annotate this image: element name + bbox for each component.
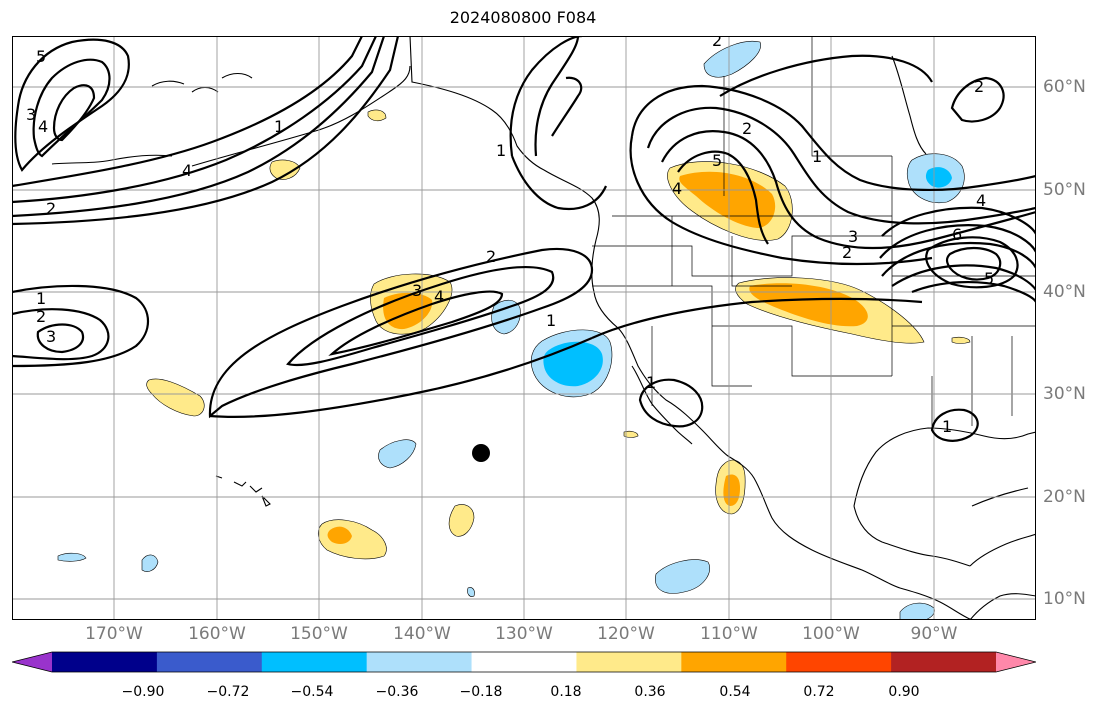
contour-label: 1 bbox=[36, 289, 46, 308]
map-panel: 5 4 3 1 4 2 1 2 3 2 4 3 1 2 5 4 2 1 4 6 … bbox=[12, 36, 1036, 620]
height-contours bbox=[12, 36, 1036, 442]
contour-label: 4 bbox=[672, 179, 682, 198]
colorbar-tick-label: −0.90 bbox=[121, 684, 165, 700]
lat-tick-label: 30°N bbox=[1043, 384, 1086, 404]
contour-label: 5 bbox=[984, 269, 994, 288]
contour-label: 6 bbox=[952, 225, 962, 244]
contour-label: 1 bbox=[274, 117, 284, 136]
contour-label: 2 bbox=[742, 119, 752, 138]
colorbar-segment bbox=[786, 652, 892, 672]
contour-label: 1 bbox=[646, 373, 656, 392]
colorbar-segment bbox=[366, 652, 473, 672]
contour-label: 3 bbox=[412, 281, 422, 300]
map-frame bbox=[12, 36, 1036, 620]
colorbar-tick-label: 0.54 bbox=[719, 684, 751, 700]
lon-tick-label: 120°W bbox=[597, 624, 655, 644]
graticule bbox=[12, 36, 1036, 620]
colorbar-segment bbox=[471, 652, 577, 672]
contour-label: 3 bbox=[46, 327, 56, 346]
contour-label: 3 bbox=[848, 227, 858, 246]
lon-tick-label: 90°W bbox=[910, 624, 958, 644]
lat-tick-label: 50°N bbox=[1043, 180, 1086, 200]
colorbar-tick-label: −0.54 bbox=[290, 684, 334, 700]
colorbar-segment bbox=[576, 652, 682, 672]
colorbar-tick-label: −0.36 bbox=[375, 684, 419, 700]
contour-label: 2 bbox=[712, 36, 722, 50]
contour-label: 2 bbox=[486, 247, 496, 266]
map-title: 2024080800 F084 bbox=[449, 8, 597, 27]
contour-label: 4 bbox=[434, 287, 444, 306]
contour-label: 2 bbox=[46, 199, 56, 218]
colorbar-tick-label: 0.72 bbox=[803, 684, 835, 700]
contour-label: 5 bbox=[712, 151, 722, 170]
contour-label: 2 bbox=[36, 307, 46, 326]
colorbar-tick-label: 0.18 bbox=[550, 684, 582, 700]
contour-label: 4 bbox=[976, 191, 986, 210]
lat-tick-label: 20°N bbox=[1043, 487, 1086, 507]
colorbar-tick-label: 0.36 bbox=[634, 684, 666, 700]
contour-label: 5 bbox=[36, 47, 46, 66]
colorbar-outline bbox=[12, 651, 1036, 673]
colorbar-segment bbox=[52, 652, 158, 672]
lon-tick-label: 160°W bbox=[188, 624, 246, 644]
contour-label: 1 bbox=[496, 141, 506, 160]
lon-tick-label: 140°W bbox=[393, 624, 451, 644]
contour-label: 2 bbox=[974, 77, 984, 96]
lon-tick-label: 170°W bbox=[85, 624, 143, 644]
lon-tick-label: 110°W bbox=[700, 624, 758, 644]
contour-labels: 5 4 3 1 4 2 1 2 3 2 4 3 1 2 5 4 2 1 4 6 … bbox=[26, 36, 994, 436]
lon-tick-label: 130°W bbox=[495, 624, 553, 644]
colorbar-tick-label: −0.72 bbox=[206, 684, 250, 700]
lon-tick-label: 100°W bbox=[802, 624, 860, 644]
contour-label: 3 bbox=[26, 105, 36, 124]
location-marker bbox=[472, 444, 490, 462]
contour-label: 2 bbox=[842, 243, 852, 262]
contour-label: 1 bbox=[812, 147, 822, 166]
lat-tick-label: 10°N bbox=[1043, 589, 1086, 609]
colorbar-segment bbox=[261, 652, 368, 672]
lon-tick-label: 150°W bbox=[290, 624, 348, 644]
colorbar-segment bbox=[681, 652, 787, 672]
lat-tick-label: 40°N bbox=[1043, 282, 1086, 302]
contour-label: 4 bbox=[38, 117, 48, 136]
colorbar bbox=[12, 651, 1036, 673]
contour-label: 4 bbox=[182, 161, 192, 180]
lat-tick-label: 60°N bbox=[1043, 77, 1086, 97]
colorbar-segment bbox=[156, 652, 263, 672]
colorbar-tick-label: 0.90 bbox=[888, 684, 920, 700]
colorbar-segment bbox=[891, 652, 997, 672]
colorbar-tick-label: −0.18 bbox=[459, 684, 503, 700]
contour-label: 1 bbox=[942, 417, 952, 436]
contour-label: 1 bbox=[546, 311, 556, 330]
colorbar-extend-min bbox=[12, 652, 52, 672]
colorbar-extend-max bbox=[996, 652, 1036, 672]
